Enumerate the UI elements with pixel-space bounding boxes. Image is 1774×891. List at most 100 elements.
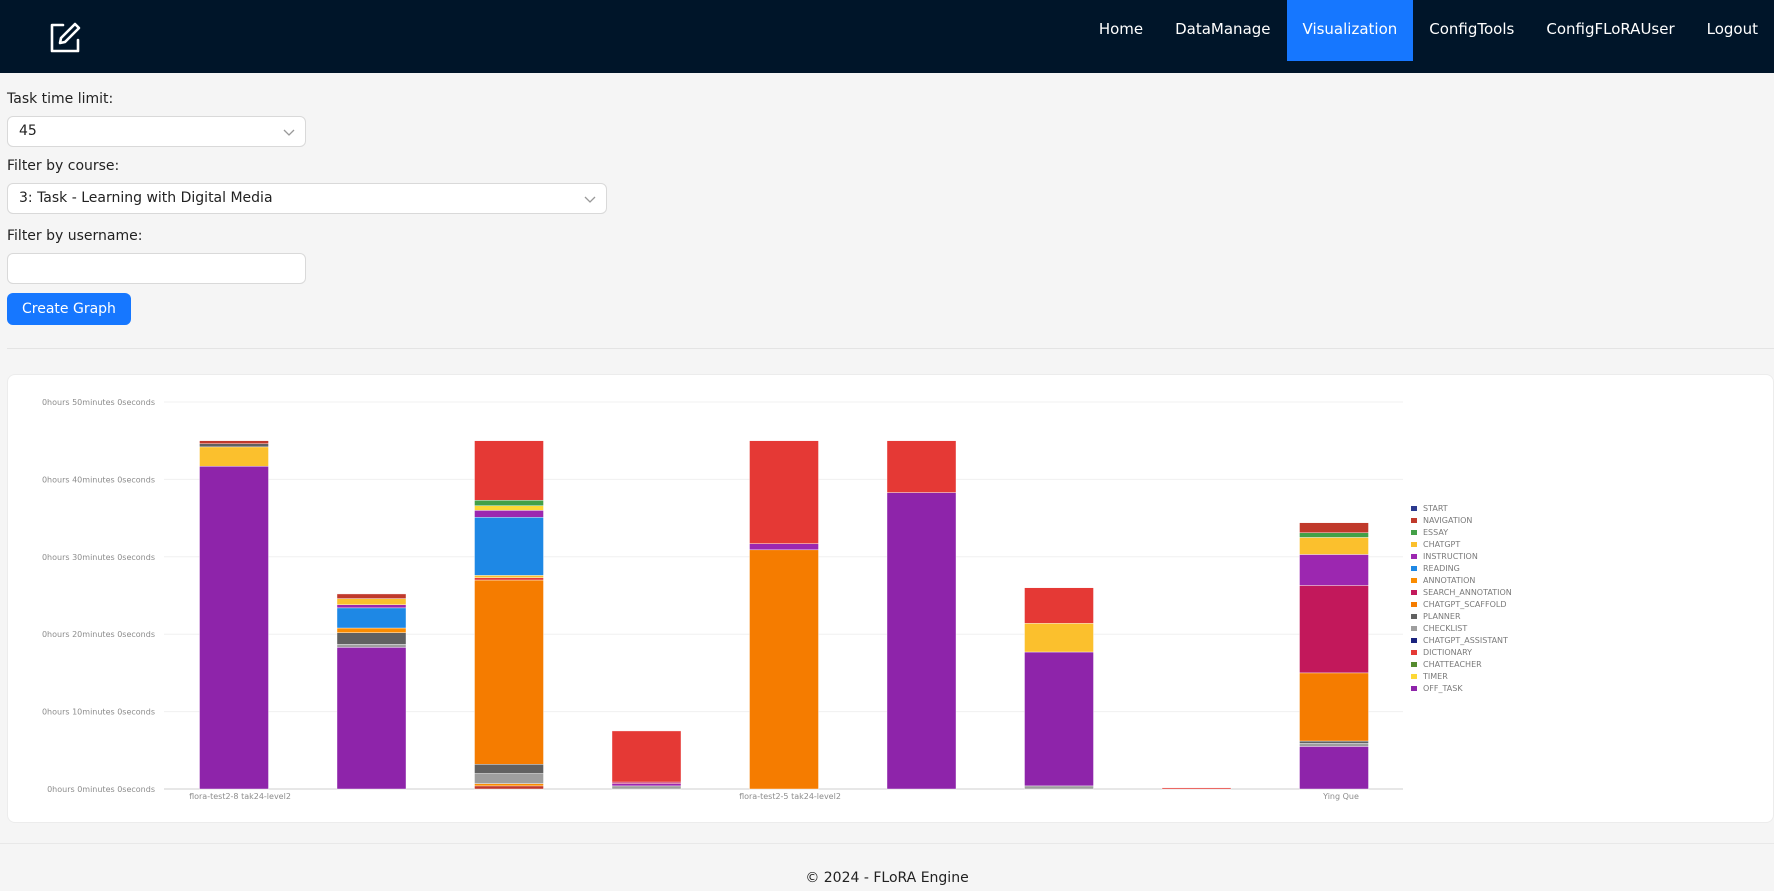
legend-label[interactable]: NAVIGATION	[1423, 516, 1472, 525]
legend-label[interactable]: TIMER	[1422, 672, 1448, 681]
legend-swatch[interactable]	[1411, 650, 1417, 655]
bar-segment[interactable]	[611, 783, 682, 787]
bar-segment[interactable]	[474, 500, 544, 506]
time-limit-select[interactable]: 45	[7, 116, 306, 147]
nav-visualization[interactable]: Visualization	[1286, 0, 1414, 61]
legend-label[interactable]: CHATTEACHER	[1423, 660, 1482, 669]
bar-segment[interactable]	[474, 517, 544, 576]
bar-segment[interactable]	[1299, 522, 1369, 534]
bar-segment[interactable]	[611, 781, 682, 784]
bar-segment[interactable]	[749, 440, 819, 544]
legend-label[interactable]: SEARCH_ANNOTATION	[1423, 588, 1512, 597]
legend-label[interactable]: INSTRUCTION	[1423, 552, 1478, 561]
username-input[interactable]	[7, 253, 306, 284]
bar-segment[interactable]	[199, 443, 269, 448]
legend-label[interactable]: CHECKLIST	[1423, 624, 1467, 633]
legend-label[interactable]: PLANNER	[1423, 612, 1461, 621]
chart-card: 0hours 0minutes 0seconds 0hours 10minutes…	[7, 374, 1774, 823]
legend-swatch[interactable]	[1411, 554, 1417, 559]
legend-swatch[interactable]	[1411, 638, 1417, 643]
y-tick-label: 0hours 50minutes 0seconds	[42, 398, 155, 407]
legend-swatch[interactable]	[1411, 578, 1417, 583]
legend-swatch[interactable]	[1411, 614, 1417, 619]
bar-segment[interactable]	[1161, 787, 1232, 790]
edit-icon[interactable]	[48, 21, 82, 55]
y-tick-label: 0hours 0minutes 0seconds	[47, 785, 155, 794]
bar-segment[interactable]	[1024, 651, 1094, 787]
legend-swatch[interactable]	[1411, 662, 1417, 667]
bar-segment[interactable]	[336, 604, 407, 609]
legend-swatch[interactable]	[1411, 518, 1417, 523]
bar-segment[interactable]	[474, 440, 544, 501]
bar-segment[interactable]	[336, 627, 407, 633]
main-nav: Home DataManage Visualization ConfigTool…	[1083, 0, 1774, 61]
bar-segment[interactable]	[1299, 585, 1369, 674]
bar-segment[interactable]	[474, 579, 544, 765]
bar-segment[interactable]	[474, 764, 544, 774]
bar-segment[interactable]	[336, 607, 407, 629]
bar-segment[interactable]	[199, 440, 269, 444]
time-limit-label: Task time limit:	[7, 91, 114, 107]
bar-segment[interactable]	[1024, 785, 1094, 790]
bar-segment[interactable]	[336, 644, 407, 648]
x-tick-label: flora-test2-8 tak24-level2	[189, 792, 291, 801]
legend-swatch[interactable]	[1411, 530, 1417, 535]
bar-segment[interactable]	[336, 598, 407, 605]
bar-segment[interactable]	[199, 466, 269, 790]
legend-label[interactable]: CHATGPT_ASSISTANT	[1423, 636, 1508, 645]
legend-swatch[interactable]	[1411, 542, 1417, 547]
bar-segment[interactable]	[611, 730, 682, 783]
legend-label[interactable]: ESSAY	[1423, 528, 1448, 537]
course-value: 3: Task - Learning with Digital Media	[19, 190, 273, 206]
legend-swatch[interactable]	[1411, 686, 1417, 691]
legend-label[interactable]: CHATGPT_SCAFFOLD	[1423, 600, 1507, 609]
legend-swatch[interactable]	[1411, 626, 1417, 631]
bar-segment[interactable]	[474, 510, 544, 518]
nav-logout[interactable]: Logout	[1706, 20, 1758, 38]
bar-segment[interactable]	[1024, 587, 1094, 624]
course-select[interactable]: 3: Task - Learning with Digital Media	[7, 183, 607, 214]
bar-segment[interactable]	[474, 577, 544, 581]
bar-segment[interactable]	[1024, 623, 1094, 653]
legend-label[interactable]: CHATGPT	[1423, 540, 1460, 549]
nav-configtools[interactable]: ConfigTools	[1429, 20, 1515, 38]
bar-segment[interactable]	[1299, 554, 1369, 586]
bar-segment[interactable]	[611, 785, 682, 790]
bar-segment[interactable]	[336, 632, 407, 645]
legend-label[interactable]: DICTIONARY	[1423, 648, 1472, 657]
bar-segment[interactable]	[749, 549, 819, 790]
bar-segment[interactable]	[886, 492, 957, 790]
bar-segment[interactable]	[336, 593, 407, 599]
legend-swatch[interactable]	[1411, 590, 1417, 595]
bar-segment[interactable]	[1299, 746, 1369, 790]
x-tick-label: Ying Que	[1322, 792, 1359, 801]
bar-segment[interactable]	[474, 783, 544, 787]
nav-datamanage[interactable]: DataManage	[1175, 20, 1271, 38]
bar-segment[interactable]	[1299, 743, 1369, 747]
bar-segment[interactable]	[749, 543, 819, 551]
legend-swatch[interactable]	[1411, 602, 1417, 607]
bar-segment[interactable]	[474, 575, 544, 578]
bar-segment[interactable]	[1299, 537, 1369, 555]
bar-segment[interactable]	[1299, 532, 1369, 538]
bar-segment[interactable]	[1299, 740, 1369, 744]
legend-label[interactable]: READING	[1423, 564, 1460, 573]
legend-label[interactable]: ANNOTATION	[1423, 576, 1475, 585]
legend-swatch[interactable]	[1411, 506, 1417, 511]
nav-home[interactable]: Home	[1098, 20, 1144, 38]
bar-segment[interactable]	[886, 440, 957, 493]
bar-segment[interactable]	[474, 773, 544, 784]
legend-label[interactable]: START	[1423, 504, 1448, 513]
footer-copyright: © 2024 - FLoRA Engine	[805, 870, 969, 886]
bar-segment[interactable]	[1299, 672, 1369, 742]
legend-swatch[interactable]	[1411, 674, 1417, 679]
y-tick-label: 0hours 20minutes 0seconds	[42, 630, 155, 639]
legend-label[interactable]: OFF_TASK	[1423, 684, 1463, 693]
bar-segment[interactable]	[474, 505, 544, 511]
bar-segment[interactable]	[199, 446, 269, 467]
bar-segment[interactable]	[336, 647, 407, 790]
nav-configflorauser[interactable]: ConfigFLoRAUser	[1546, 20, 1675, 38]
bar-segment[interactable]	[474, 785, 544, 790]
create-graph-button[interactable]: Create Graph	[7, 293, 131, 325]
legend-swatch[interactable]	[1411, 566, 1417, 571]
